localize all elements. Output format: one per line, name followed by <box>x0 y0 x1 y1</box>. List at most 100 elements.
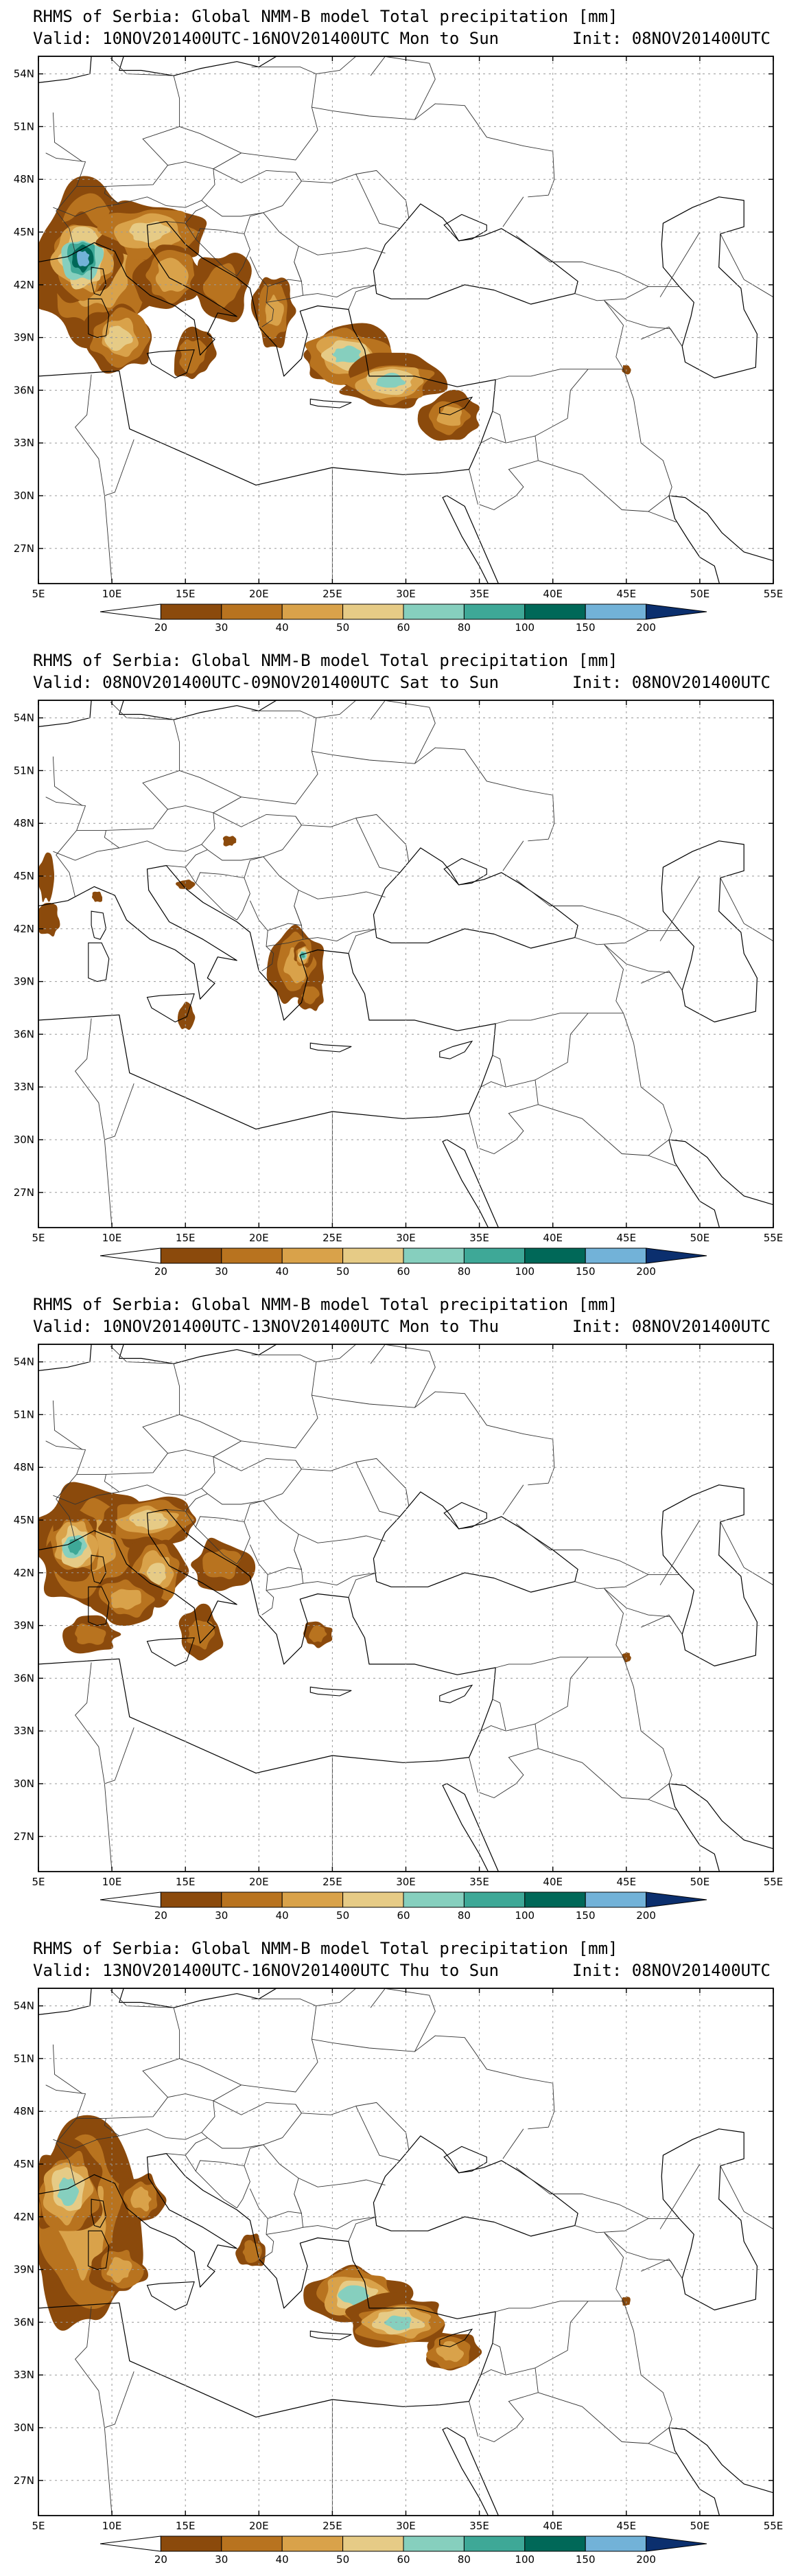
lat-tick-label: 39N <box>14 976 34 988</box>
colorbar-high-arrow <box>646 603 707 620</box>
colorbar-label: 200 <box>636 621 656 634</box>
sicily-coastline <box>146 349 195 379</box>
lon-tick-label: 5E <box>32 2520 45 2532</box>
country-border <box>355 2102 410 2150</box>
black-sea-coastline <box>373 2135 578 2237</box>
lat-tick-label: 45N <box>14 226 34 238</box>
country-border <box>648 2443 677 2454</box>
country-border <box>179 66 318 161</box>
mediterranean-sea-coastline <box>38 221 496 486</box>
persian-gulf-coastline <box>668 1783 773 1872</box>
country-border <box>201 812 302 861</box>
colorbar-label: 200 <box>636 1265 656 1278</box>
lon-tick-label: 5E <box>32 1232 45 1244</box>
precip-contour <box>146 1563 166 1587</box>
colorbar-swatch <box>160 2535 222 2552</box>
black-sea-coastline <box>373 1491 578 1593</box>
precip-contour <box>202 1549 242 1580</box>
country-border <box>623 369 672 496</box>
country-border <box>538 2392 670 2444</box>
country-border <box>53 196 167 217</box>
country-border <box>316 700 356 719</box>
lon-tick-label: 45E <box>617 2520 637 2532</box>
colorbar-swatch <box>585 1247 647 1264</box>
country-border <box>52 112 83 162</box>
colorbar-label: 30 <box>215 2553 228 2566</box>
country-border <box>294 1550 377 1586</box>
lat-tick-label: 42N <box>14 2211 34 2223</box>
colorbar-swatch <box>221 2535 283 2552</box>
lat-tick-label: 30N <box>14 1778 34 1790</box>
lat-tick-label: 33N <box>14 437 34 449</box>
colorbar-label: 50 <box>336 1909 349 1922</box>
country-border <box>316 1344 356 1363</box>
north-sea-coastline <box>38 56 92 83</box>
lon-tick-label: 5E <box>32 1876 45 1888</box>
lon-tick-label: 25E <box>322 2520 342 2532</box>
colorbar-swatch <box>160 1891 222 1908</box>
country-border <box>720 2165 744 2212</box>
country-border <box>743 279 773 298</box>
lat-tick-label: 51N <box>14 120 34 133</box>
precip-contour <box>265 295 284 326</box>
colorbar-label: 40 <box>276 2553 289 2566</box>
persian-gulf-coastline <box>668 495 773 584</box>
lat-tick-label: 48N <box>14 2105 34 2117</box>
lat-tick-label: 48N <box>14 817 34 829</box>
lon-tick-label: 20E <box>249 1232 269 1244</box>
country-border <box>659 1519 701 1585</box>
lon-tick-label: 50E <box>690 2520 710 2532</box>
cyprus-coastline <box>439 396 473 415</box>
lat-tick-label: 36N <box>14 384 34 396</box>
black-sea-coastline <box>373 847 578 949</box>
caspian-sea-coastline <box>661 1484 758 1667</box>
colorbar-label: 150 <box>576 1265 596 1278</box>
cyprus-coastline <box>439 1684 473 1703</box>
lat-tick-label: 27N <box>14 1830 34 1843</box>
crete-coastline <box>309 1686 352 1697</box>
lon-tick-label: 55E <box>764 2520 784 2532</box>
precipitation-panel: RHMS of Serbia: Global NMM-B model Total… <box>0 0 798 644</box>
lon-tick-label: 35E <box>469 1232 489 1244</box>
country-border <box>384 1988 436 2052</box>
country-border <box>104 2118 120 2137</box>
colorbar-low-arrow <box>99 1891 161 1908</box>
country-border <box>604 1588 624 1657</box>
colorbar-swatch <box>585 603 647 620</box>
north-sea-coastline <box>38 1344 92 1371</box>
lat-tick-label: 33N <box>14 1081 34 1093</box>
country-border <box>166 2137 208 2156</box>
crimea-coastline <box>443 2146 487 2174</box>
lon-tick-label: 50E <box>690 1876 710 1888</box>
valid-period: Valid: 08NOV201400UTC-09NOV201400UTC Sat… <box>33 673 500 692</box>
crimea-coastline <box>443 214 487 242</box>
country-border <box>295 816 401 873</box>
country-border <box>298 890 386 899</box>
colorbar: 20 30 40 50 60 80 100 150 200 <box>99 603 707 634</box>
lon-tick-label: 40E <box>543 1876 563 1888</box>
lon-tick-label: 55E <box>764 1876 784 1888</box>
lat-tick-label: 45N <box>14 870 34 882</box>
lon-tick-label: 40E <box>543 588 563 600</box>
lat-tick-label: 54N <box>14 2000 34 2012</box>
country-border <box>574 1574 649 1589</box>
country-border <box>641 970 683 991</box>
country-border <box>502 840 524 871</box>
country-border <box>76 1449 215 1496</box>
colorbar-label: 20 <box>154 1909 167 1922</box>
country-border <box>495 1013 624 1024</box>
lat-tick-label: 42N <box>14 279 34 291</box>
lat-tick-label: 33N <box>14 1725 34 1737</box>
colorbar-label: 40 <box>276 1909 289 1922</box>
country-border <box>538 1104 670 1156</box>
lat-tick-label: 42N <box>14 923 34 935</box>
country-border <box>648 1799 677 1810</box>
colorbar-low-arrow <box>99 1247 161 1264</box>
country-border <box>348 928 377 954</box>
colorbar-swatch <box>463 603 526 620</box>
baltic-sea-coastline <box>119 1344 277 1364</box>
colorbar-label: 30 <box>215 1265 228 1278</box>
colorbar-swatch <box>403 1247 465 1264</box>
lat-tick-label: 54N <box>14 1356 34 1368</box>
colorbar-swatch <box>403 603 465 620</box>
